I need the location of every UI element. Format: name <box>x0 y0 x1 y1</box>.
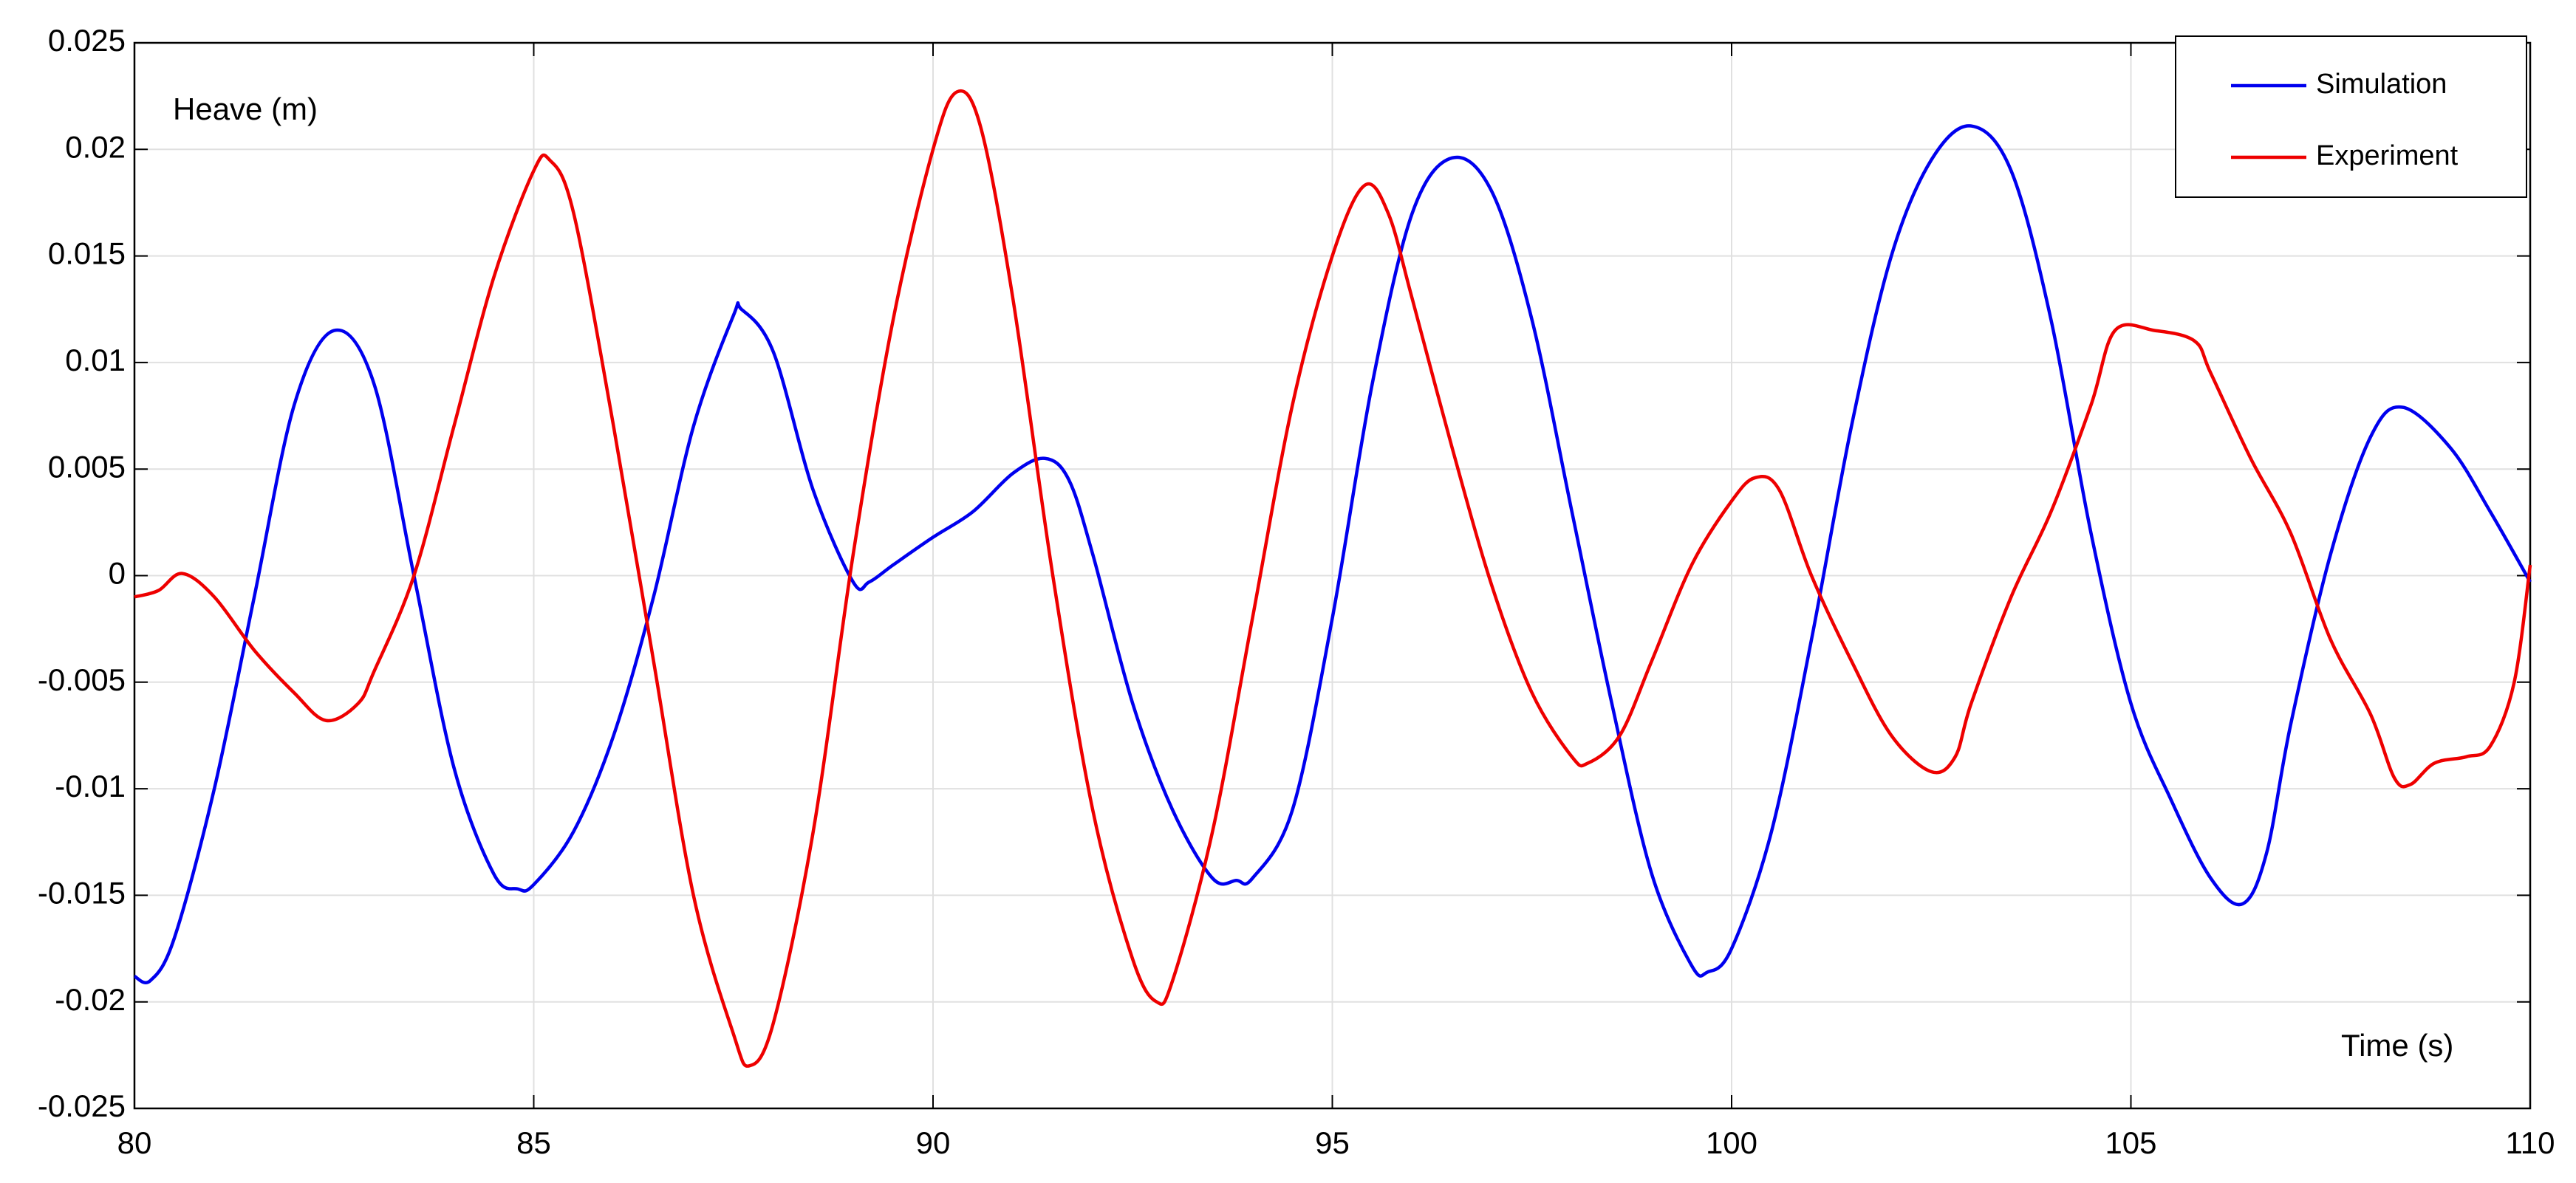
y-tick-label: 0 <box>109 556 126 591</box>
legend-label: Simulation <box>2316 69 2447 100</box>
x-tick-label: 105 <box>2105 1125 2156 1160</box>
y-tick-label: -0.015 <box>38 875 126 910</box>
x-tick-label: 110 <box>2506 1125 2555 1160</box>
y-axis-label: Heave (m) <box>173 92 318 126</box>
series-line <box>134 89 2532 1068</box>
x-tick-label: 80 <box>117 1125 152 1160</box>
y-tick-label: 0.025 <box>48 23 126 58</box>
y-tick-label: -0.02 <box>55 982 126 1017</box>
x-tick-label: 95 <box>1315 1125 1350 1160</box>
x-axis-label: Time (s) <box>2341 1028 2453 1063</box>
legend-box <box>2175 35 2527 198</box>
y-tick-label: 0.01 <box>65 343 126 377</box>
y-tick-label: 0.015 <box>48 236 126 271</box>
x-tick-label: 100 <box>1706 1125 1757 1160</box>
y-tick-label: -0.01 <box>55 769 126 803</box>
x-tick-label: 90 <box>916 1125 951 1160</box>
y-tick-label: -0.005 <box>38 662 126 697</box>
legend-label: Experiment <box>2316 140 2459 171</box>
y-tick-label: 0.005 <box>48 449 126 484</box>
y-tick-label: -0.025 <box>38 1088 126 1123</box>
y-tick-label: 0.02 <box>65 129 126 164</box>
series-line <box>133 124 2532 984</box>
x-tick-label: 85 <box>516 1125 551 1160</box>
